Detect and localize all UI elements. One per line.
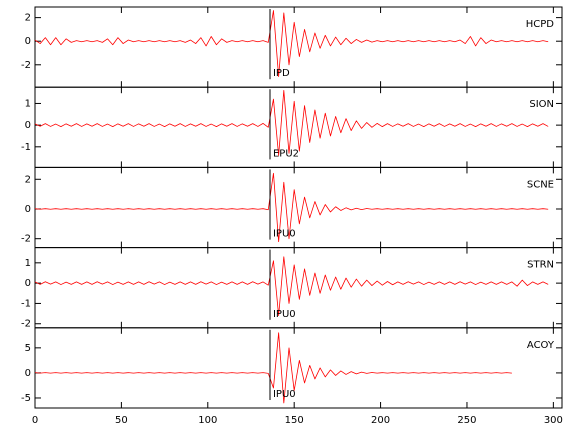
y-tick-label: 0 — [25, 36, 31, 47]
y-tick-label: 0 — [25, 368, 31, 379]
y-tick-label: -2 — [21, 319, 31, 330]
station-label: SION — [529, 99, 554, 110]
panel-frame — [34, 166, 563, 249]
panel-frame — [34, 247, 563, 329]
waveform — [34, 10, 549, 77]
pick-label: IPU0 — [273, 389, 296, 400]
y-tick-label: -2 — [21, 60, 31, 71]
y-tick-label: 0 — [25, 120, 31, 131]
station-label: ACOY — [527, 340, 555, 351]
pick-label: EPU2 — [273, 148, 299, 159]
panel-frame — [34, 6, 563, 88]
x-tick-label: 250 — [457, 415, 476, 426]
y-tick-label: -1 — [21, 142, 31, 153]
y-tick-label: -1 — [21, 298, 31, 309]
x-tick-label: 200 — [371, 415, 390, 426]
y-tick-label: 1 — [25, 258, 31, 269]
pick-label: IPD — [273, 68, 290, 79]
y-tick-label: 2 — [25, 13, 31, 24]
x-tick-label: 0 — [32, 415, 38, 426]
y-tick-label: 5 — [25, 343, 31, 354]
waveform — [34, 172, 549, 243]
station-label: STRN — [527, 260, 554, 271]
x-tick-label: 100 — [198, 415, 217, 426]
station-label: HCPD — [526, 19, 555, 30]
y-tick-label: 0 — [25, 278, 31, 289]
x-tick-label: 300 — [544, 415, 563, 426]
waveform — [34, 256, 549, 317]
waveform — [34, 332, 512, 404]
waveform — [34, 90, 549, 156]
y-tick-label: 1 — [25, 98, 31, 109]
panel-frame — [34, 327, 563, 409]
pick-label: IPU0 — [273, 309, 296, 320]
y-tick-label: -5 — [21, 393, 31, 404]
y-tick-label: -2 — [21, 234, 31, 245]
y-tick-label: 2 — [25, 174, 31, 185]
pick-label: IPU0 — [273, 229, 296, 240]
station-label: SCNE — [527, 179, 554, 190]
x-tick-label: 150 — [285, 415, 304, 426]
y-tick-label: 0 — [25, 204, 31, 215]
x-tick-label: 50 — [115, 415, 128, 426]
